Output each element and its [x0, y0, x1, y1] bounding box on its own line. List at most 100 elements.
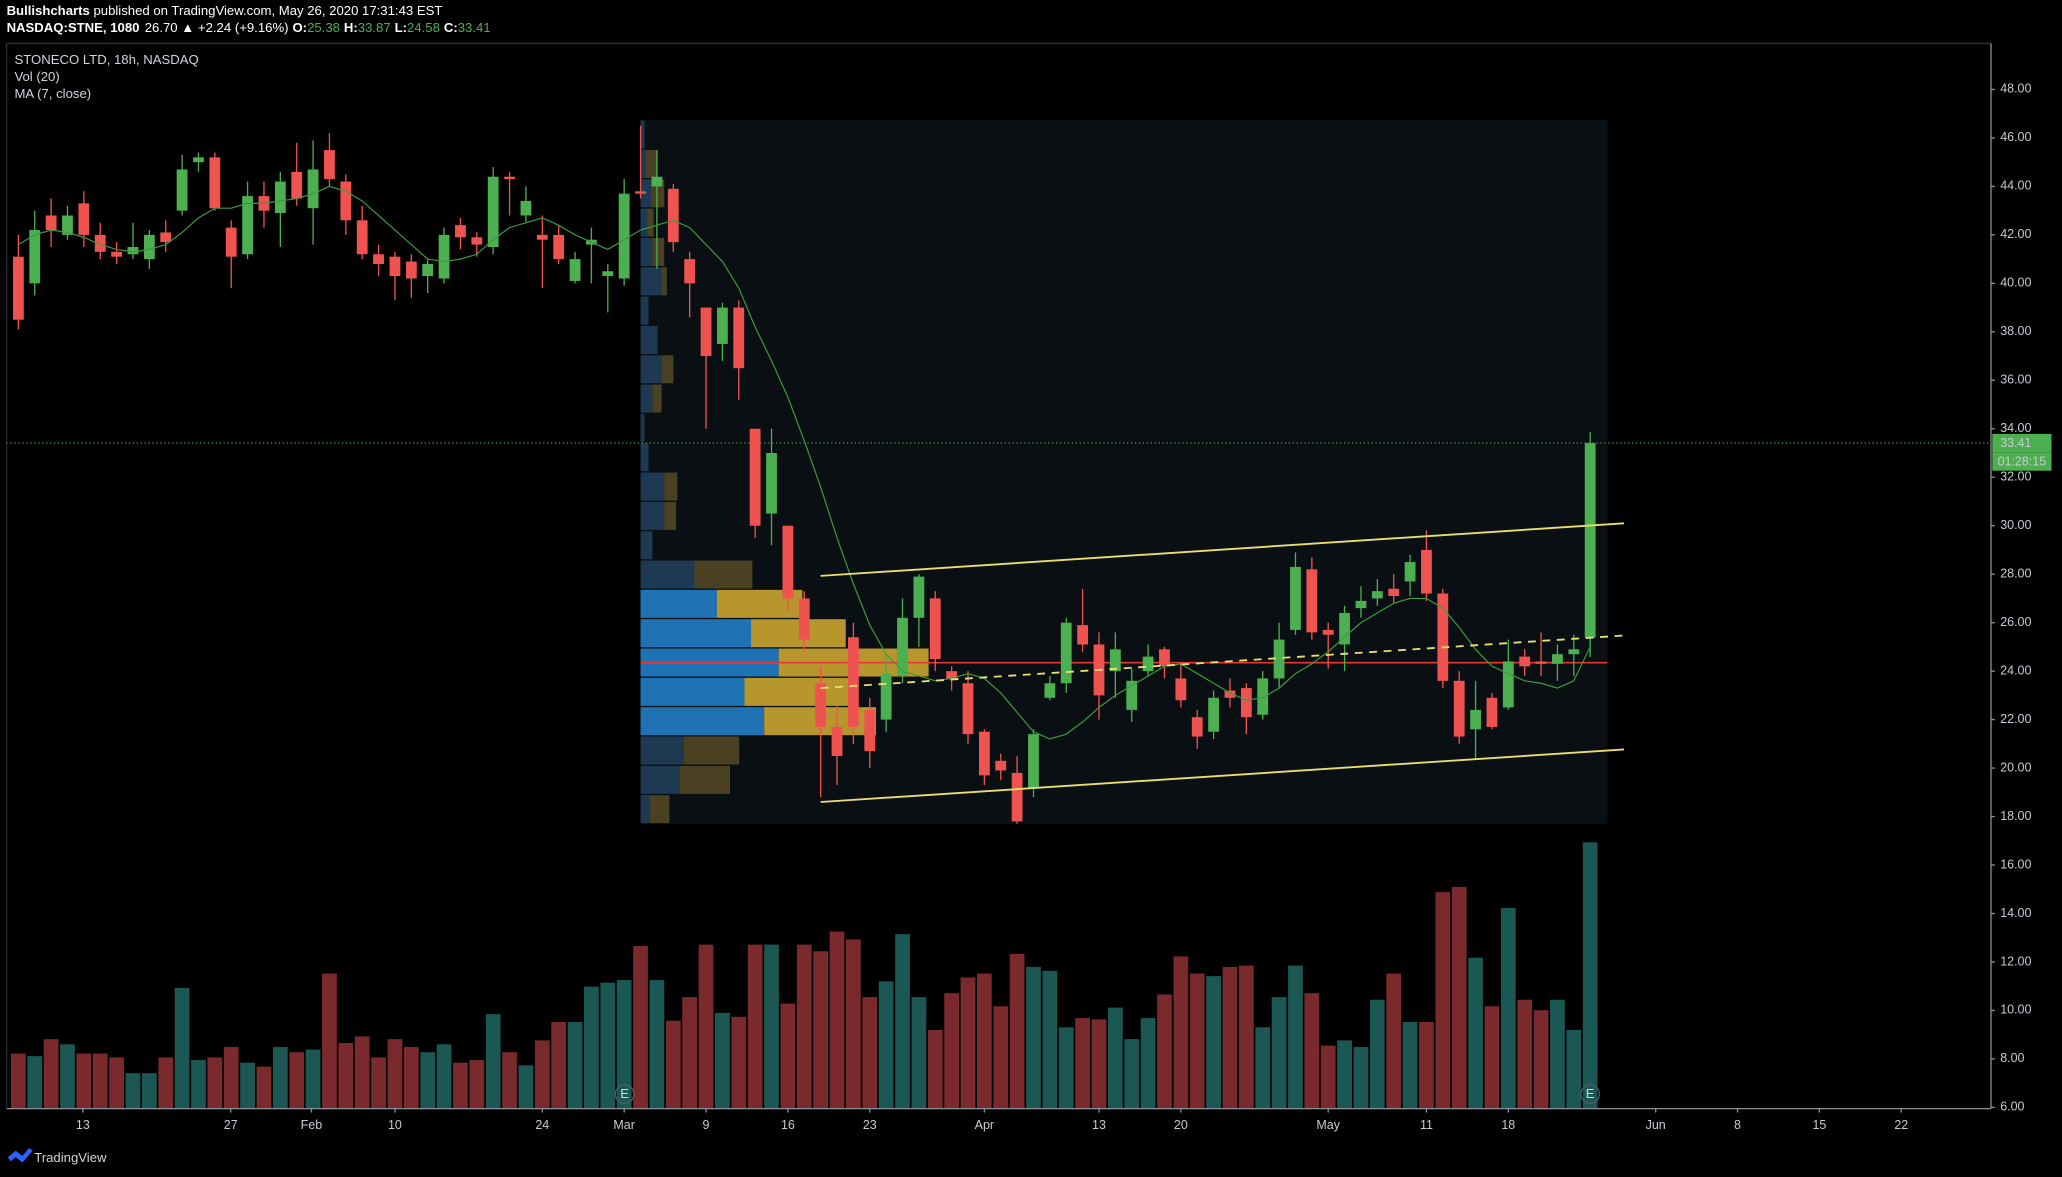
candle-body — [45, 215, 57, 231]
volume-bar — [453, 1062, 468, 1109]
volume-bar — [223, 1046, 239, 1109]
x-tick-label: 22 — [1894, 1118, 1908, 1132]
volume-bar — [682, 997, 698, 1109]
volume-bar — [665, 1020, 681, 1109]
volume-bar — [272, 1046, 288, 1109]
axes: 6.00 8.00 10.00 12.00 14.00 16.00 18.00 20.00 22… — [76, 82, 2052, 1132]
profile-down — [652, 237, 665, 266]
candle-body — [995, 760, 1007, 771]
candle-body — [831, 726, 843, 756]
volume-bar — [1026, 966, 1041, 1109]
candle-body — [929, 598, 941, 660]
volume-bar — [1337, 1040, 1352, 1109]
volume-bar — [747, 944, 763, 1109]
volume-bar — [1484, 1006, 1500, 1109]
volume-bar — [387, 1039, 403, 1109]
candle-body — [1339, 612, 1350, 645]
volume-bar — [174, 987, 190, 1109]
x-tick-label: 13 — [1092, 1118, 1106, 1132]
ohlc-label: H: — [344, 20, 358, 35]
ohlc-value: 25.38 — [307, 20, 340, 35]
candle-body — [1028, 734, 1039, 788]
ohlc-value: 33.41 — [458, 20, 491, 35]
profile-up — [640, 237, 653, 266]
x-tick-label: 15 — [1812, 1118, 1826, 1132]
candle-body — [978, 731, 990, 776]
candle-body — [667, 188, 679, 243]
x-tick-label: 10 — [388, 1118, 402, 1132]
candle-body — [946, 671, 958, 679]
candle-body — [504, 176, 515, 180]
profile-up — [640, 531, 653, 560]
profile-down — [694, 560, 753, 589]
candle-body — [356, 220, 368, 255]
countdown-label: 01:28:15 — [1998, 454, 2047, 468]
x-tick-label: May — [1316, 1118, 1340, 1132]
profile-up — [640, 120, 645, 149]
chart-title: STONECO LTD, 18h, NASDAQ — [14, 52, 198, 67]
earnings-label: E — [620, 1086, 629, 1101]
earnings-label: E — [1586, 1086, 1595, 1101]
candle-body — [12, 256, 24, 320]
profile-down — [751, 619, 846, 648]
candle-body — [389, 256, 401, 277]
ohlc-label: C: — [444, 20, 458, 35]
volume-bar — [207, 1057, 223, 1109]
volume-bar — [1173, 956, 1189, 1109]
volume-bar — [518, 1065, 534, 1109]
volume-bar — [862, 997, 878, 1109]
candle-body — [307, 169, 319, 209]
brand: TradingView — [7, 1148, 107, 1165]
volume-bar — [1386, 973, 1402, 1109]
x-tick-label: Mar — [613, 1118, 635, 1132]
last-price-label: 33.41 — [2000, 436, 2031, 450]
candle-body — [291, 171, 303, 199]
profile-down — [652, 384, 662, 413]
volume-bar — [1320, 1045, 1336, 1109]
profile-up — [640, 384, 653, 413]
volume-bar — [436, 1044, 452, 1109]
profile-background — [640, 119, 1608, 824]
volume-bar — [289, 1052, 305, 1109]
candle-body — [1224, 690, 1236, 698]
candle-body — [1240, 688, 1252, 718]
candle-body — [405, 261, 417, 279]
profile-down — [680, 765, 730, 794]
candle-body — [487, 176, 499, 247]
countdown-badge — [1992, 452, 2052, 471]
candle-body — [225, 227, 237, 257]
symbol-line: NASDAQ:STNE, 1080 26.70 ▲ +2.24 (+9.16%) O… — [7, 20, 491, 35]
profile-up — [640, 707, 765, 736]
candle-body — [700, 307, 712, 357]
volume-bar — [1140, 1018, 1156, 1109]
x-tick-label: 24 — [535, 1118, 549, 1132]
volume-bar — [43, 1039, 59, 1109]
y-tick-label: 18.00 — [2000, 809, 2031, 823]
profile-down — [647, 208, 654, 237]
candle-body — [1044, 683, 1056, 698]
candle-body — [1486, 697, 1498, 727]
trend-line — [820, 748, 1625, 803]
candle-body — [602, 271, 614, 277]
volume-bar — [354, 1036, 370, 1109]
candle-body — [1552, 654, 1563, 664]
candle-body — [536, 234, 548, 240]
volume-bar — [92, 1053, 108, 1109]
candle-body — [1142, 656, 1154, 672]
y-tick-label: 10.00 — [2000, 1003, 2031, 1017]
candle-body — [618, 193, 630, 279]
y-tick-label: 12.00 — [2000, 954, 2031, 968]
volume-bar — [1255, 1027, 1271, 1109]
volume-bar — [141, 1073, 157, 1109]
volume-bar — [1369, 999, 1385, 1109]
brand-logo — [7, 1148, 33, 1163]
profile-down — [649, 795, 670, 824]
indicator-label: MA (7, close) — [14, 86, 91, 101]
candle-body — [422, 263, 434, 277]
profile-up — [640, 325, 658, 354]
y-tick-label: 30.00 — [2000, 518, 2031, 532]
candle-body — [897, 617, 908, 676]
candle-body — [274, 181, 286, 214]
ohlc-label: O: — [292, 20, 307, 35]
volume-bar — [1304, 993, 1320, 1109]
